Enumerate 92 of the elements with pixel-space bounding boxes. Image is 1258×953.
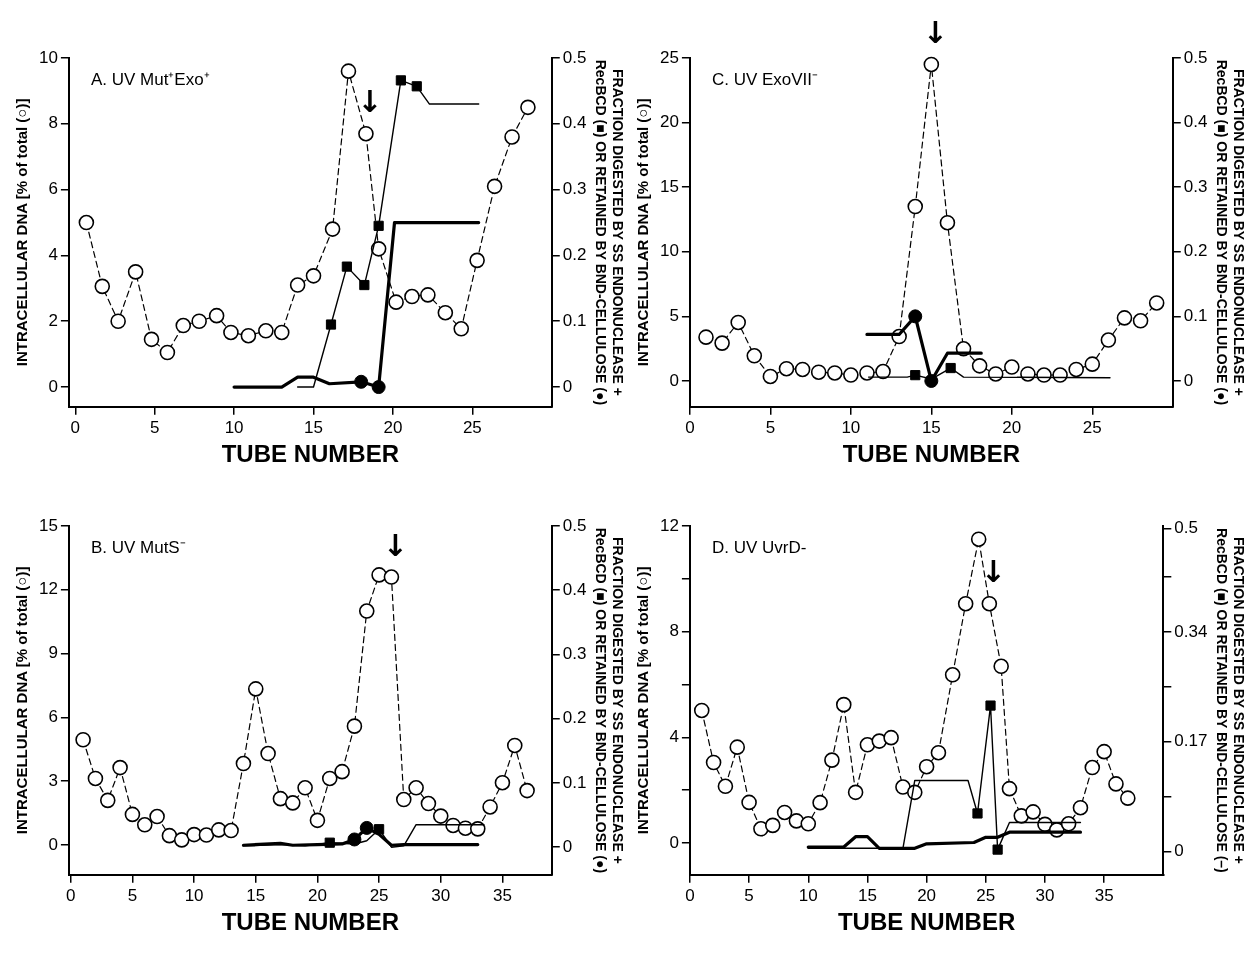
y2-tick-label: 0.3: [1183, 176, 1208, 196]
y2-tick-label: 0: [1174, 841, 1184, 861]
x-tick-label: 35: [1094, 885, 1114, 905]
y2-axis-title: FRACTION DIGESTED BY SS ENDONUCLEASE + RecBCD (■) OR RETAINED BY BND-CELLULOSE (●): [1213, 59, 1247, 406]
y2-tick-label: 0: [1183, 370, 1194, 390]
y2-tick-label: 0: [562, 836, 573, 856]
x-tick-label: 0: [70, 417, 80, 437]
y2-axis-title: FRACTION DIGESTED BY SS ENDONUCLEASE + RecBCD (■) OR RETAINED BY BND-CELLULOSE (●): [592, 59, 626, 406]
y-tick-label: 5: [669, 306, 679, 326]
y-axis-title: INTRACELLULAR DNA [% of total (○)]: [13, 566, 31, 835]
x-tick-label: 20: [917, 885, 937, 905]
x-tick-label: 20: [307, 885, 327, 905]
y2-tick-label: 0.34: [1174, 621, 1208, 641]
y-tick-label: 10: [38, 47, 58, 67]
x-axis-title: TUBE NUMBER: [842, 440, 1020, 468]
x-tick-label: 5: [765, 417, 776, 437]
x-tick-label: 30: [431, 885, 451, 905]
y2-tick-label: 0.1: [562, 772, 587, 792]
x-tick-label: 25: [462, 417, 482, 437]
y-tick-label: 10: [659, 241, 679, 261]
y-tick-label: 12: [659, 515, 679, 535]
y-tick-label: 15: [38, 515, 58, 535]
x-tick-label: 20: [1002, 417, 1022, 437]
y2-tick-label: 0.5: [562, 47, 587, 67]
x-tick-label: 25: [369, 885, 389, 905]
y-axis-title: INTRACELLULAR DNA [% of total (○)]: [634, 566, 652, 835]
x-axis-title: TUBE NUMBER: [837, 908, 1016, 936]
y2-tick-label: 0.1: [1183, 306, 1208, 326]
y-axis-title: INTRACELLULAR DNA [% of total (○)]: [13, 98, 31, 367]
x-tick-label: 20: [383, 417, 403, 437]
y-tick-label: 15: [659, 176, 679, 196]
y2-tick-label: 0.5: [1183, 47, 1208, 67]
y2-tick-label: 0.17: [1174, 731, 1208, 751]
y2-tick-label: 0.4: [562, 113, 587, 133]
y-tick-label: 2: [48, 310, 58, 330]
y-tick-label: 20: [659, 112, 679, 132]
x-tick-label: 10: [184, 885, 204, 905]
x-axis-title: TUBE NUMBER: [221, 440, 399, 468]
y2-tick-label: 0.1: [562, 310, 587, 330]
y2-tick-label: 0.5: [1174, 518, 1198, 538]
x-tick-label: 10: [224, 417, 244, 437]
x-tick-label: 15: [857, 885, 877, 905]
y-tick-label: 0: [48, 834, 58, 854]
x-tick-label: 0: [685, 417, 695, 437]
y2-tick-label: 0.3: [562, 644, 587, 664]
x-tick-label: 0: [685, 885, 695, 905]
y2-tick-label: 0.2: [562, 708, 587, 728]
y-tick-label: 6: [48, 179, 58, 199]
x-tick-label: 15: [304, 417, 323, 437]
y2-tick-label: 0.4: [562, 579, 587, 599]
x-axis-title: TUBE NUMBER: [221, 908, 399, 936]
x-tick-label: 25: [976, 885, 996, 905]
x-tick-label: 15: [921, 417, 941, 437]
y2-tick-label: 0.3: [562, 179, 587, 199]
y2-tick-label: 0.4: [1183, 112, 1208, 132]
text: D. UV UvrD-: [711, 538, 807, 558]
x-tick-label: 0: [66, 885, 76, 905]
y2-tick-label: 0.2: [562, 245, 587, 265]
y-tick-label: 8: [48, 113, 58, 133]
x-tick-label: 5: [744, 885, 754, 905]
y2-axis-title: FRACTION DIGESTED BY SS ENDONUCLEASE + RecBCD (■) OR RETAINED BY BND-CELLULOSE (●): [592, 527, 626, 874]
y-tick-label: 8: [669, 621, 679, 641]
x-tick-label: 15: [246, 885, 266, 905]
y-tick-label: 0: [669, 370, 679, 390]
x-tick-label: 35: [492, 885, 512, 905]
y2-tick-label: 0: [562, 376, 573, 396]
y-tick-label: 6: [48, 707, 58, 727]
y-axis-title: INTRACELLULAR DNA [% of total (○)]: [634, 98, 652, 367]
y-tick-label: 4: [669, 727, 679, 747]
annotation: ↓: [357, 84, 383, 120]
x-tick-label: 5: [127, 885, 138, 905]
annotation: ↓: [922, 15, 948, 51]
x-tick-label: 10: [798, 885, 818, 905]
y-tick-label: 9: [48, 643, 58, 663]
y-tick-label: 25: [659, 47, 679, 67]
y-tick-label: 0: [669, 832, 679, 852]
x-tick-label: 30: [1035, 885, 1055, 905]
text: A. UV Mut⁺Exo⁺: [90, 70, 210, 90]
text: B. UV MutS⁻: [90, 538, 186, 558]
y2-tick-label: 0.5: [562, 515, 587, 535]
y2-axis-title: FRACTION DIGESTED BY SS ENDONUCLEASE + RecBCD (■) OR RETAINED BY BND-CELLULOSE (–): [1213, 528, 1247, 873]
y-tick-label: 0: [48, 376, 58, 396]
x-tick-label: 5: [149, 417, 160, 437]
y-tick-label: 4: [48, 245, 58, 265]
x-tick-label: 10: [841, 417, 861, 437]
y2-tick-label: 0.2: [1183, 241, 1208, 261]
text: C. UV ExoVII⁻: [711, 70, 819, 90]
x-tick-label: 25: [1082, 417, 1102, 437]
annotation: ↓: [980, 554, 1006, 590]
y-tick-label: 3: [48, 770, 58, 790]
annotation: ↓: [382, 527, 408, 563]
y-tick-label: 12: [38, 579, 58, 599]
